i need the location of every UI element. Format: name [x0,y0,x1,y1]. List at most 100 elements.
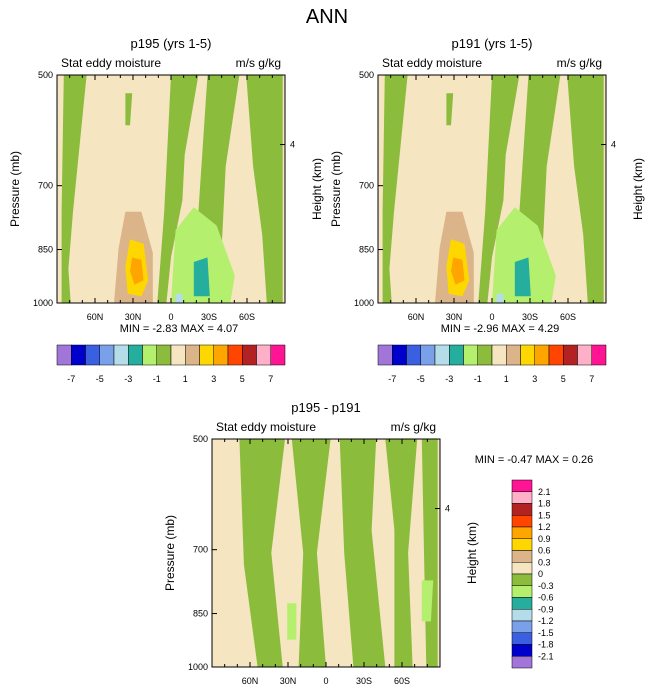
min-max-stats: MIN = -2.96 MAX = 4.29 [441,323,560,335]
colorbar-label: 5 [240,374,245,384]
colorbar-box [99,344,115,366]
axes [56,74,607,668]
contour-region [496,293,504,303]
x-tick-label: 0 [168,312,173,322]
panel-title: p195 - p191 [291,400,360,415]
contour-region [239,439,285,667]
colorbar-box [511,503,533,516]
colorbar-box [491,344,507,366]
colorbar-label: 5 [561,374,566,384]
colorbar-box [511,526,533,539]
colorbar-box [463,344,478,366]
x-tick-label: 30S [201,312,217,322]
figure-title: ANN [306,6,348,28]
y-axis-label: Pressure (mb) [8,151,22,227]
contour-region [193,257,210,297]
colorbar-box [213,344,229,366]
colorbar-label: 0 [538,569,543,579]
x-tick-label: 60N [87,312,104,322]
x-tick-label: 60S [560,312,576,322]
contour-region [130,257,144,285]
colorbar-label: 1.2 [538,522,551,532]
colorbar-box [511,515,533,528]
y-tick-label: 1000 [354,298,374,308]
colorbar-label: -2.1 [538,651,554,661]
contour-region [451,257,465,285]
colorbar-box [511,597,533,610]
colorbar-label: 1.8 [538,499,551,509]
y-axis-label: Pressure (mb) [329,151,343,227]
contour-region [171,207,235,303]
colorbar-box [227,344,243,366]
x-tick-label: 0 [489,312,494,322]
colorbar-box [520,344,535,366]
x-tick-label: 30S [356,676,372,686]
colorbar-label: -0.6 [538,593,554,603]
left-string: Stat eddy moisture [216,420,316,434]
colorbar-box [85,344,100,366]
colorbar-label: -1.2 [538,616,554,626]
min-max-stats: MIN = -2.83 MAX = 4.07 [120,323,239,335]
colorbar-label: -1 [474,374,482,384]
y-tick-label: 1000 [188,662,208,672]
colorbar-box [406,344,421,366]
colorbar-box [511,479,533,492]
colorbar-label: 7 [589,374,594,384]
right-tick-label: 4 [290,140,295,150]
colorbar-box [170,344,186,366]
colorbar-box [56,344,72,366]
colorbar-box [511,632,533,645]
y-axis-label: Pressure (mb) [163,515,177,591]
colorbar-label: 0.3 [538,557,551,567]
colorbar-box [548,344,564,366]
min-max-stats: MIN = -0.47 MAX = 0.26 [475,454,594,466]
colorbar-label: 7 [268,374,273,384]
colorbar-label: 1 [504,374,509,384]
colorbar-box [113,344,129,366]
x-tick-label: 0 [323,676,328,686]
colorbar-box [142,344,157,366]
colorbar-box [377,344,393,366]
x-tick-label: 60S [394,676,410,686]
x-tick-label: 60N [242,676,259,686]
y-tick-label: 700 [193,545,208,555]
colorbar-label: 2.1 [538,487,551,497]
contour-region [157,75,199,303]
right-string: m/s g/kg [391,420,436,434]
colorbar-box [511,609,533,622]
contour-region [246,75,283,303]
colorbar-box [449,344,464,366]
colorbar-label: -7 [67,374,75,384]
colorbar-label: -3 [124,374,132,384]
colorbar-box [511,550,533,563]
colorbar-label: 0.6 [538,546,551,556]
y-tick-label: 700 [38,181,53,191]
colorbar-label: -5 [417,374,425,384]
colorbar-box [511,562,533,575]
colorbar-box [506,344,521,366]
colorbar-label: -0.3 [538,581,554,591]
colorbar-label: 1 [183,374,188,384]
contour-region [567,75,604,303]
contour-region [61,75,87,303]
right-tick-label: 4 [445,504,450,514]
colorbar-label: 3 [532,374,537,384]
contour-region [385,439,418,667]
colorbar-box [563,344,578,366]
colorbar-box [477,344,493,366]
contour-region [514,257,531,297]
colorbar-box [199,344,214,366]
colorbar-box [434,344,450,366]
colorbar-box [156,344,172,366]
contour-region [175,293,183,303]
colorbar-box [511,538,533,551]
x-tick-label: 30N [446,312,463,322]
colorbar-label: 3 [211,374,216,384]
x-tick-label: 30S [522,312,538,322]
colorbar-label: -1.8 [538,640,554,650]
colorbar-label: -3 [445,374,453,384]
y-tick-label: 700 [359,181,374,191]
contour-region [478,75,520,303]
colorbar-box [270,344,286,366]
